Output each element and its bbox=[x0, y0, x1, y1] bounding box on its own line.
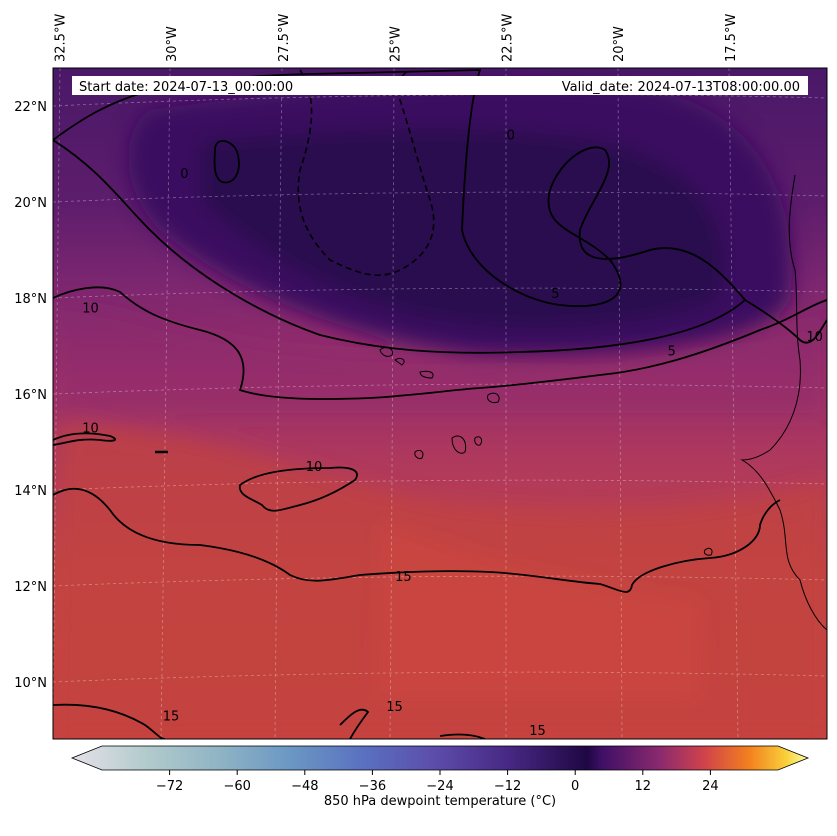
island-7 bbox=[414, 449, 424, 459]
lon-tick-label-5: 20°W bbox=[612, 26, 627, 62]
colorbar-label: 850 hPa dewpoint temperature (°C) bbox=[324, 794, 556, 809]
lat-tick-label-6: 10°N bbox=[14, 676, 47, 691]
contour-label-0: 10 bbox=[82, 301, 99, 316]
island-6 bbox=[474, 436, 483, 446]
lat-tick-label-2: 18°N bbox=[14, 292, 47, 307]
colorbar-tick-label-4: −24 bbox=[426, 779, 453, 794]
colorbar-tick-label-3: −36 bbox=[359, 779, 386, 794]
map-frame bbox=[52, 67, 828, 740]
parallel-10n bbox=[53, 671, 827, 683]
colorbar-tick-label-2: −48 bbox=[291, 779, 318, 794]
contour-label-10: 15 bbox=[386, 700, 403, 715]
island-3 bbox=[419, 370, 434, 379]
valid-date-text: Valid_date: 2024-07-13T08:00:00.00 bbox=[562, 80, 800, 95]
meridian-20w bbox=[617, 68, 623, 739]
colorbar-tick-label-7: 12 bbox=[635, 779, 652, 794]
colorbar-body bbox=[70, 745, 810, 771]
graticule bbox=[53, 68, 827, 739]
lat-tick-label-5: 12°N bbox=[14, 580, 47, 595]
colorbar-tick-label-1: −60 bbox=[223, 779, 250, 794]
lat-tick-label-0: 22°N bbox=[14, 100, 47, 115]
colorbar: −72 −60 −48 −36 −24 −12 0 12 24 850 hPa dewpoint… bbox=[70, 745, 810, 809]
contour-10-west bbox=[53, 432, 117, 446]
contour-label-4: 0 bbox=[507, 129, 515, 144]
meridian-25w bbox=[389, 68, 395, 739]
contour-15 bbox=[53, 487, 781, 593]
start-date-text: Start date: 2024-07-13_00:00:00 bbox=[79, 80, 293, 95]
contour-10-east bbox=[744, 299, 827, 344]
contour-15-se bbox=[439, 733, 486, 739]
contour-10-blob bbox=[238, 466, 358, 512]
lon-tick-label-1: 30°W bbox=[165, 26, 180, 62]
contour-label-7: 10 bbox=[806, 330, 823, 345]
longitude-tick-labels: 32.5°W 30°W 27.5°W 25°W 22.5°W 20°W 17.5°W bbox=[53, 14, 739, 62]
lat-tick-label-4: 14°N bbox=[14, 484, 47, 499]
island-9 bbox=[703, 547, 713, 556]
meridian-32.5w bbox=[53, 68, 61, 739]
africa-coastline bbox=[740, 174, 827, 631]
parallel-12n bbox=[53, 575, 827, 587]
lon-tick-label-0: 32.5°W bbox=[53, 14, 68, 62]
lat-tick-label-3: 16°N bbox=[14, 388, 47, 403]
lon-tick-label-2: 27.5°W bbox=[277, 14, 292, 62]
colorbar-tick-label-0: −72 bbox=[156, 779, 183, 794]
lat-tick-label-1: 20°N bbox=[14, 196, 47, 211]
lon-tick-label-4: 22.5°W bbox=[500, 14, 515, 62]
contour-label-6: 5 bbox=[667, 345, 675, 360]
dewpoint-field bbox=[53, 68, 827, 739]
contour-label-1: 10 bbox=[82, 421, 99, 436]
parallel-22n bbox=[53, 94, 827, 107]
contour-0-dashed bbox=[297, 69, 435, 276]
lon-tick-label-6: 17.5°W bbox=[724, 14, 739, 62]
contour-10-north bbox=[53, 286, 827, 400]
contour-15-sw bbox=[53, 703, 166, 739]
coastlines bbox=[155, 174, 827, 631]
parallel-18n bbox=[53, 287, 827, 299]
colorbar-tick-label-6: 0 bbox=[571, 779, 579, 794]
contour-label-2: 10 bbox=[306, 460, 323, 475]
info-bar bbox=[72, 76, 808, 95]
island-1 bbox=[379, 347, 394, 357]
parallel-20n bbox=[53, 191, 827, 203]
island-5 bbox=[451, 435, 467, 454]
contour-label-5: 5 bbox=[551, 287, 559, 302]
contour-label-11: 15 bbox=[529, 724, 546, 739]
colorbar-ticks: −72 −60 −48 −36 −24 −12 0 12 24 bbox=[156, 770, 719, 794]
meridian-30w bbox=[160, 68, 171, 739]
contour-5-loop bbox=[53, 69, 747, 354]
island-4 bbox=[487, 392, 500, 403]
lon-tick-label-3: 25°W bbox=[389, 26, 404, 62]
field-shading bbox=[53, 81, 827, 739]
latitude-tick-labels: 22°N 20°N 18°N 16°N 14°N 12°N 10°N bbox=[14, 100, 47, 691]
meridian-17.5w bbox=[728, 68, 739, 739]
contour-label-9: 15 bbox=[163, 709, 180, 724]
contour-0-small bbox=[213, 140, 240, 184]
contour-label-3: 0 bbox=[180, 167, 188, 182]
colorbar-tick-label-5: −12 bbox=[494, 779, 521, 794]
parallel-14n bbox=[53, 479, 827, 491]
contour-label-8: 15 bbox=[395, 570, 412, 585]
contour-label-layer: 10 10 10 0 0 5 5 10 15 15 15 15 bbox=[82, 129, 823, 739]
colorbar-tick-label-8: 24 bbox=[702, 779, 719, 794]
contour-15-s bbox=[339, 708, 370, 739]
meridian-27.5w bbox=[274, 68, 283, 739]
contour-lines bbox=[53, 69, 827, 739]
island-2 bbox=[394, 357, 405, 366]
parallel-16n bbox=[53, 383, 827, 395]
